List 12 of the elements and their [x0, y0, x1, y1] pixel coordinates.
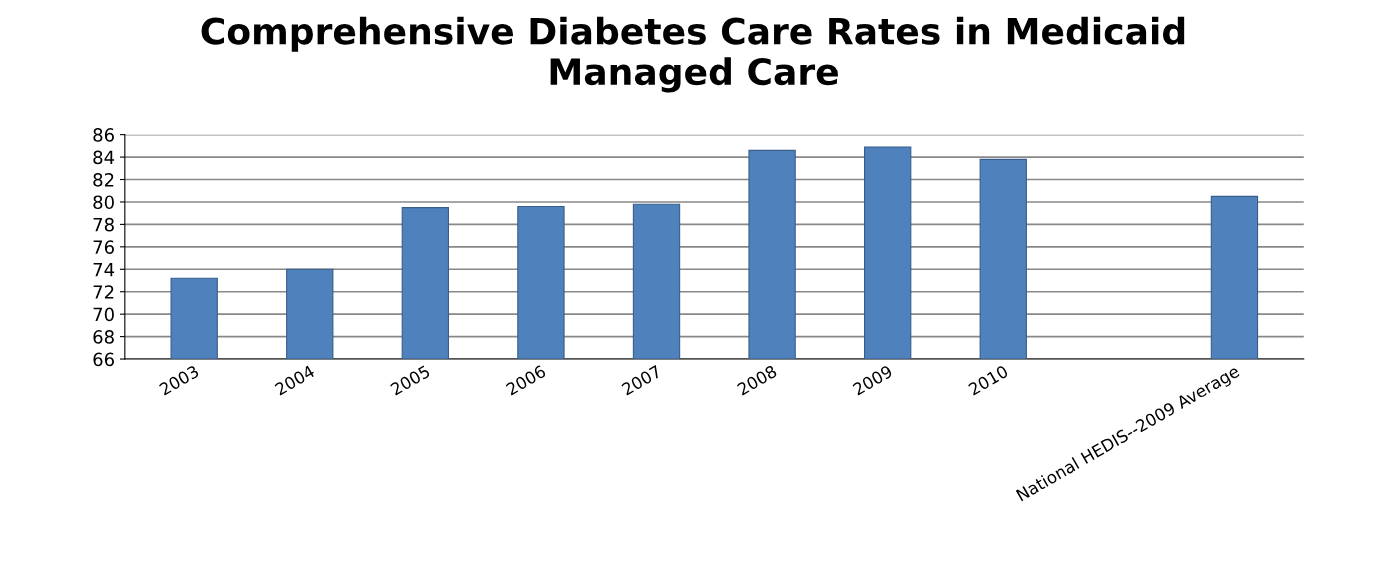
y-tick-label: 72 — [93, 285, 114, 299]
y-tick-label: 80 — [93, 195, 114, 210]
y-tick-label: 68 — [93, 330, 114, 344]
y-tick-label: 66 — [93, 352, 114, 367]
y-tick-label: 86 — [93, 128, 114, 142]
y-tick-label: 70 — [93, 307, 114, 322]
y-tick-label: 78 — [93, 217, 114, 232]
y-tick-label: 82 — [93, 172, 114, 187]
y-tick-label: 76 — [93, 240, 114, 254]
y-tick-label: 74 — [93, 262, 115, 277]
chart-title: Comprehensive Diabetes Care Rates in Medicaid Managed Care — [201, 16, 1185, 93]
y-tick-label: 84 — [93, 150, 115, 165]
